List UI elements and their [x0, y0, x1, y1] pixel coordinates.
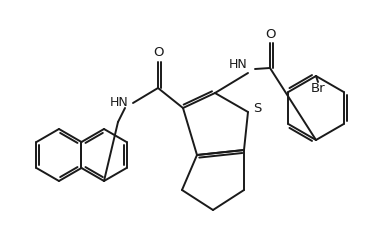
Text: S: S: [253, 102, 261, 115]
Text: O: O: [153, 47, 163, 60]
Text: O: O: [265, 28, 275, 41]
Text: HN: HN: [110, 96, 129, 108]
Text: Br: Br: [311, 82, 325, 95]
Text: HN: HN: [229, 59, 247, 72]
